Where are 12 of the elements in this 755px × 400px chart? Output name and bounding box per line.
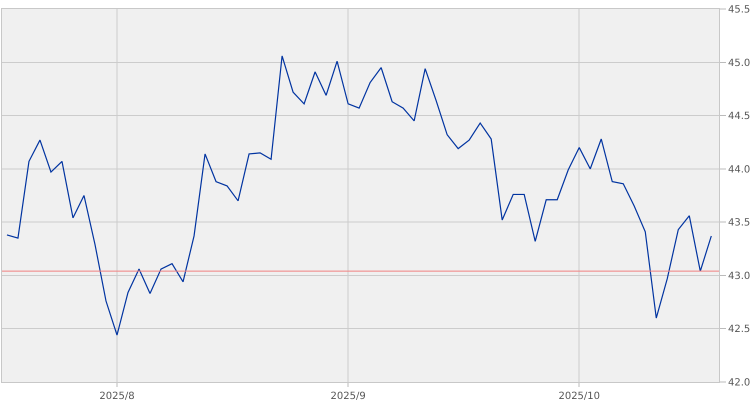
- x-tick-label: 2025/10: [558, 391, 600, 400]
- y-tick-label: 43.0: [728, 270, 750, 282]
- x-tick-label: 2025/9: [330, 391, 366, 400]
- y-tick-label: 42.0: [728, 378, 750, 388]
- y-tick-label: 45.5: [728, 4, 750, 16]
- y-tick-label: 44.5: [728, 111, 750, 122]
- y-tick-label: 45.0: [728, 58, 750, 69]
- line-series: [6, 55, 712, 336]
- x-tick-label: 2025/8: [99, 391, 135, 400]
- y-tick-label: 44.0: [728, 164, 750, 176]
- y-tick-label: 42.5: [728, 324, 750, 336]
- y-tick-label: 43.5: [728, 218, 750, 229]
